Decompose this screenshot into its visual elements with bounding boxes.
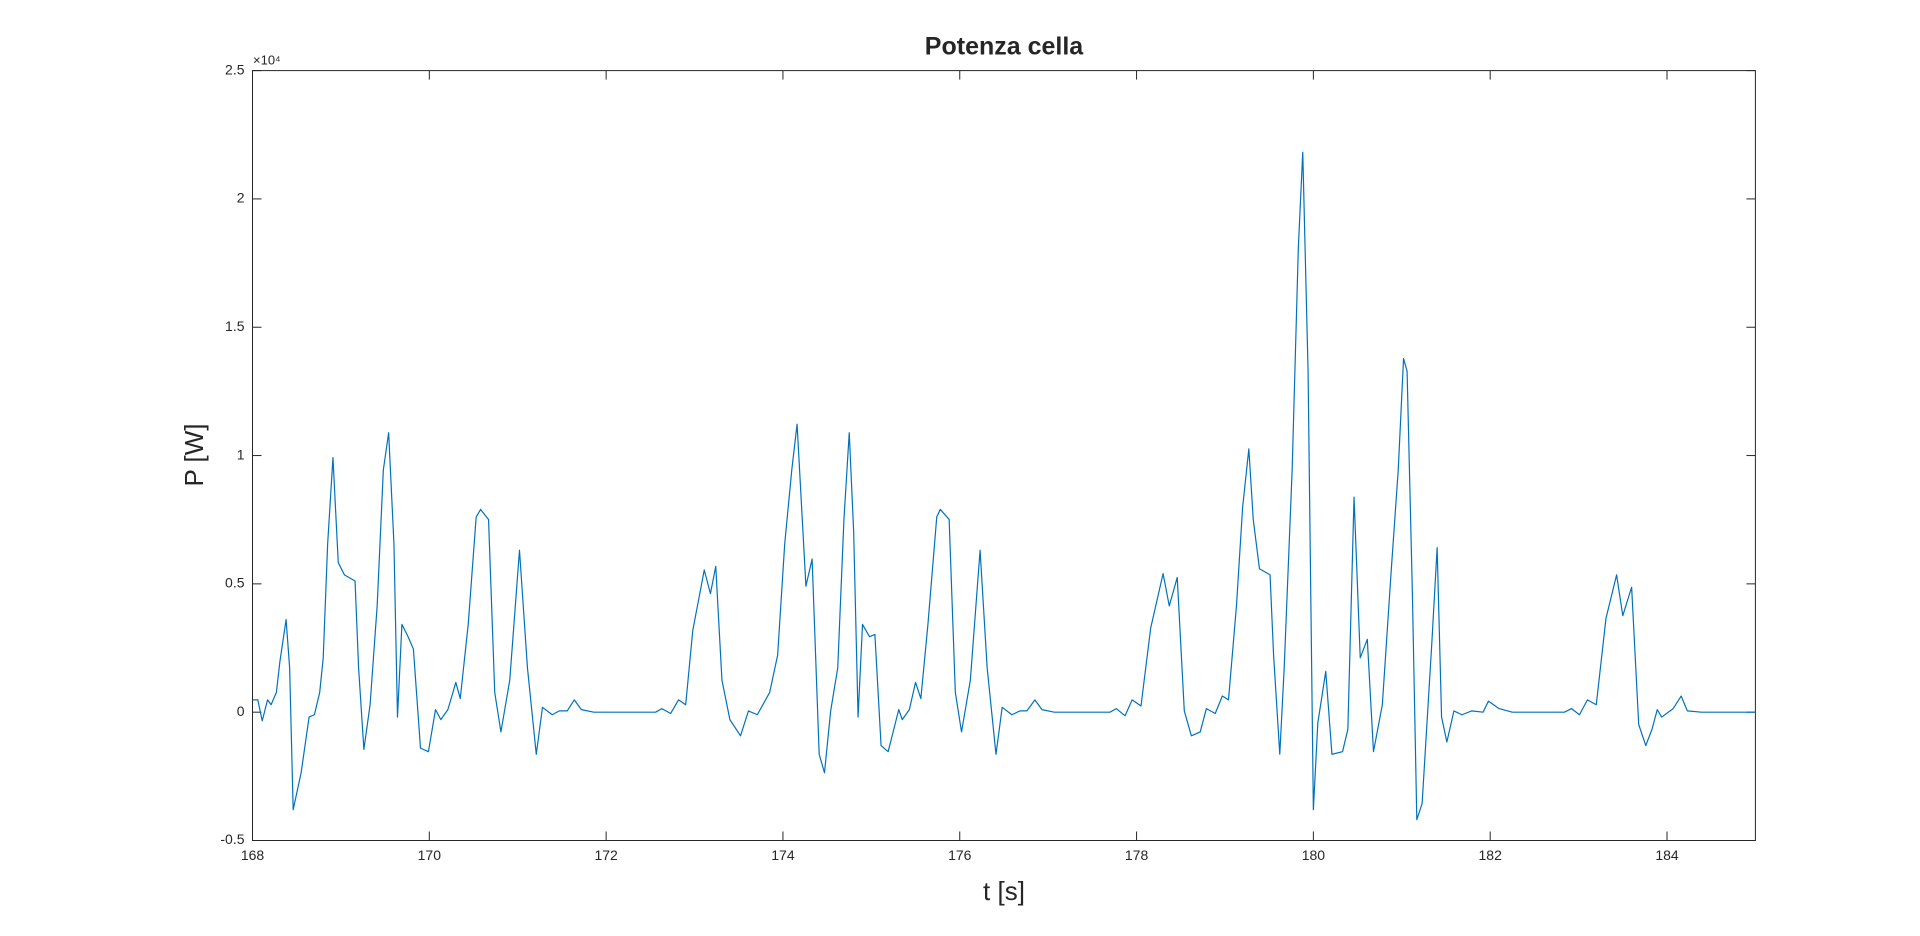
- x-tick-label: 174: [771, 847, 795, 863]
- x-tick-label: 178: [1125, 847, 1149, 863]
- y-exponent: ×10⁴: [253, 52, 281, 67]
- y-tick-label: 1: [237, 446, 245, 462]
- y-tick-label: -0.5: [220, 831, 244, 847]
- x-tick-label: 180: [1302, 847, 1326, 863]
- data-line: [252, 151, 1756, 821]
- y-tick-label: 2: [237, 190, 245, 206]
- x-tick-label: 184: [1655, 847, 1679, 863]
- y-axis-label: P [W]: [179, 423, 209, 486]
- x-tick-label: 176: [948, 847, 972, 863]
- y-tick-label: 0: [237, 703, 245, 719]
- y-tick-label: 1.5: [225, 318, 245, 334]
- plot-area: [252, 70, 1756, 842]
- x-tick-label: 170: [418, 847, 442, 863]
- chart-title: Potenza cella: [925, 33, 1084, 61]
- y-tick-label: 0.5: [225, 575, 245, 591]
- y-tick-label: 2.5: [225, 61, 245, 77]
- x-tick-label: 168: [241, 847, 265, 863]
- x-axis-label: t [s]: [983, 876, 1025, 906]
- x-tick-label: 172: [594, 847, 618, 863]
- x-tick-label: 182: [1479, 847, 1503, 863]
